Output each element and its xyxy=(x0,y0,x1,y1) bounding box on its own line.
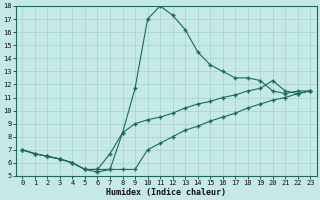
X-axis label: Humidex (Indice chaleur): Humidex (Indice chaleur) xyxy=(106,188,226,197)
